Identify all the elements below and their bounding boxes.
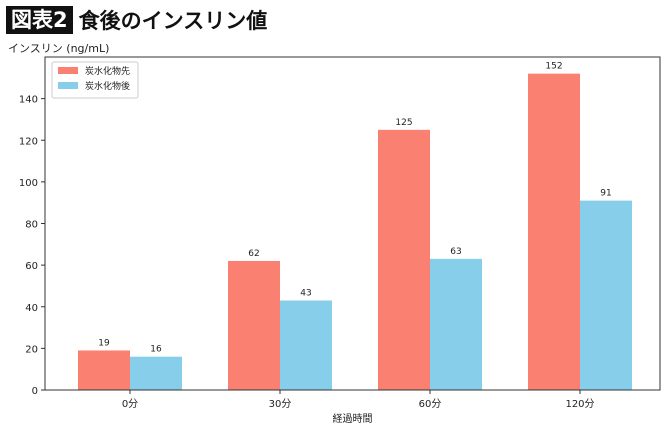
data-label: 16 [150,345,162,355]
legend-label: 炭水化物先 [85,65,130,77]
bar-1-0 [130,356,182,390]
figure-badge: 図表2 [6,6,73,34]
bar-0-2 [378,129,430,390]
x-tick-label: 60分 [419,398,442,410]
data-label: 43 [300,289,311,299]
legend-swatch [58,82,78,89]
x-tick-label: 0分 [122,398,138,410]
y-tick-label: 140 [19,95,38,106]
x-tick-label: 120分 [565,398,594,410]
bar-0-3 [528,73,580,391]
x-tick-label: 30分 [269,398,292,410]
bar-1-3 [580,200,632,390]
y-tick-label: 40 [25,303,38,314]
bar-1-1 [280,300,332,390]
y-tick-label: 120 [19,136,38,147]
y-tick-label: 0 [32,386,38,397]
data-label: 125 [395,118,412,128]
legend-label: 炭水化物後 [85,80,130,92]
data-label: 91 [600,189,611,199]
bar-1-2 [430,258,482,390]
chart-title: 食後のインスリン値 [78,9,268,33]
y-tick-label: 100 [19,178,38,189]
bar-0-0 [78,350,130,390]
data-label: 62 [248,249,259,259]
y-tick-label: 20 [25,344,38,355]
data-label: 152 [545,62,562,72]
y-tick-label: 60 [25,261,38,272]
title-row: 図表2 食後のインスリン値 [6,5,267,35]
data-label: 19 [98,338,110,348]
y-axis-label: インスリン (ng/mL) [8,42,110,55]
bar-0-1 [228,260,280,390]
x-axis-label: 経過時間 [333,412,373,425]
legend-swatch [58,67,78,74]
data-label: 63 [450,247,461,257]
y-tick-label: 80 [25,220,38,231]
